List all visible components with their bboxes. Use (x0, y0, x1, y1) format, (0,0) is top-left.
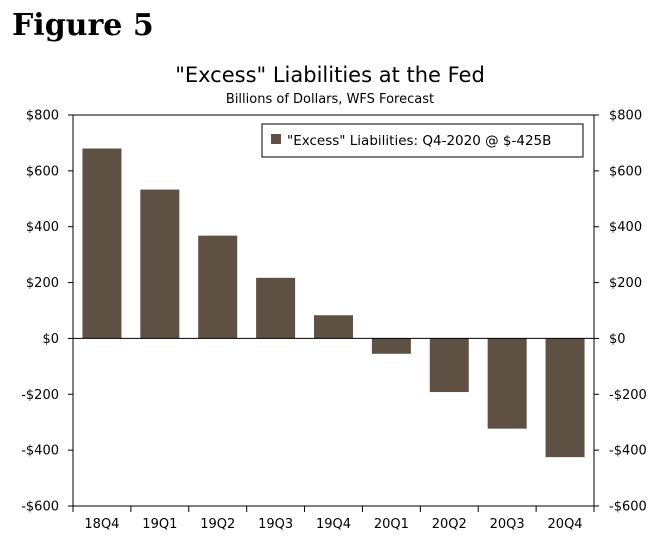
bar (82, 148, 122, 339)
y-tick-label-left: $0 (42, 332, 59, 347)
y-tick-label-left: -$600 (21, 500, 59, 515)
x-tick-label: 20Q2 (432, 517, 467, 532)
legend-swatch (271, 134, 281, 144)
y-tick-label-left: -$200 (21, 388, 59, 403)
x-tick-label: 20Q4 (548, 517, 583, 532)
x-tick-label: 20Q1 (374, 517, 409, 532)
y-tick-label-left: -$400 (21, 444, 59, 459)
x-tick-label: 19Q4 (316, 517, 351, 532)
y-tick-label-right: -$600 (609, 500, 647, 515)
y-tick-label-right: -$400 (609, 444, 647, 459)
y-tick-label-left: $600 (26, 164, 59, 179)
legend: "Excess" Liabilities: Q4-2020 @ $-425B (261, 123, 584, 158)
x-tick-label: 19Q1 (142, 517, 177, 532)
y-tick-label-right: $0 (609, 332, 626, 347)
y-tick-label-left: $800 (26, 109, 59, 124)
x-tick-label: 19Q3 (258, 517, 293, 532)
chart-title: "Excess" Liabilities at the Fed (175, 63, 485, 87)
legend-label: "Excess" Liabilities: Q4-2020 @ $-425B (287, 133, 551, 149)
bar (198, 235, 238, 339)
x-tick-label: 20Q3 (490, 517, 525, 532)
bar (429, 338, 469, 393)
figure-label: Figure 5 (12, 8, 154, 43)
bar (256, 277, 296, 339)
bar (314, 315, 353, 339)
y-tick-label-right: $200 (609, 276, 642, 291)
bar (140, 189, 180, 339)
bar (487, 338, 527, 429)
y-tick-label-right: $600 (609, 164, 642, 179)
legend-box (261, 123, 584, 158)
x-tick-label: 18Q4 (84, 517, 119, 532)
plot-frame (72, 114, 595, 507)
bar (545, 338, 585, 458)
x-tick-label: 19Q2 (200, 517, 235, 532)
y-tick-label-right: $800 (609, 109, 642, 124)
bar (371, 338, 411, 354)
y-tick-label-left: $400 (26, 220, 59, 235)
y-tick-label-left: $200 (26, 276, 59, 291)
y-tick-label-right: -$200 (609, 388, 647, 403)
y-tick-label-right: $400 (609, 220, 642, 235)
chart-subtitle: Billions of Dollars, WFS Forecast (226, 92, 434, 107)
